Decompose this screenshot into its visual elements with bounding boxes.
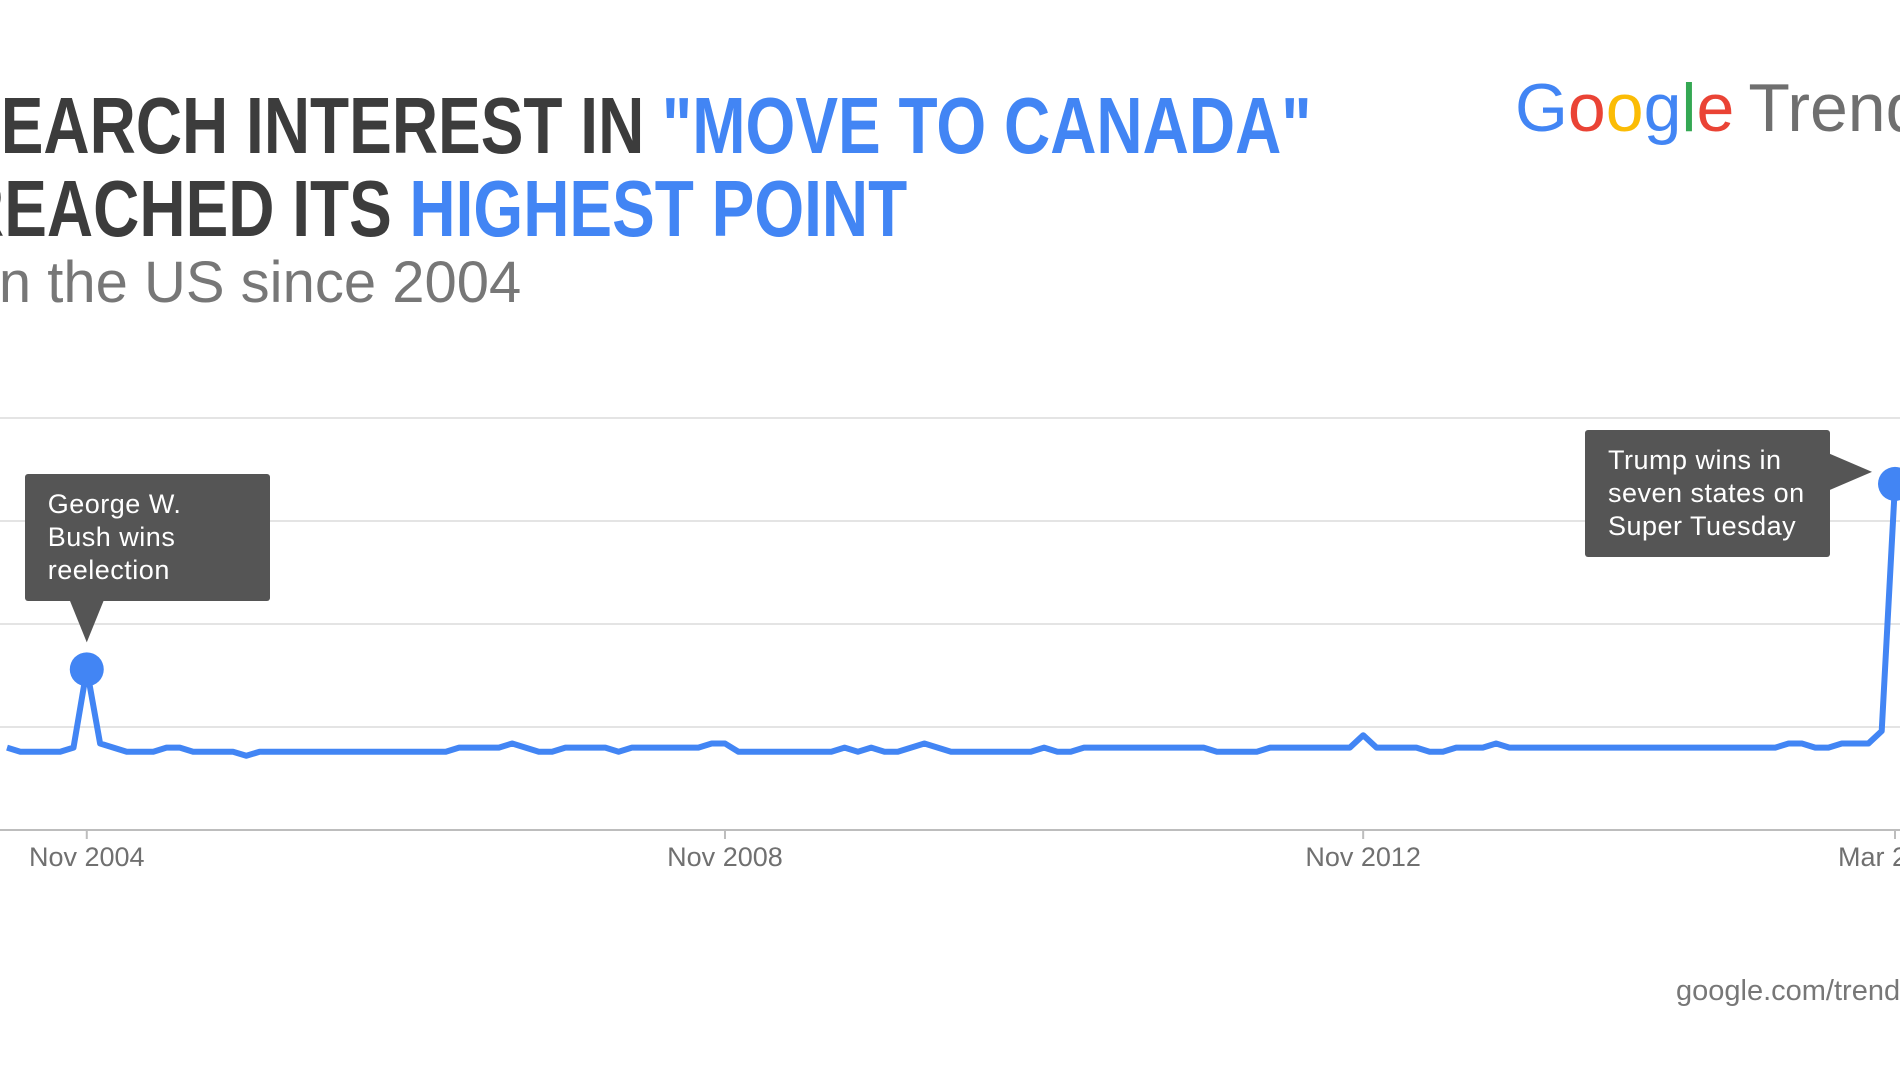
highlight-point: [1878, 466, 1900, 501]
x-tick-label: Mar 2016: [1838, 842, 1900, 872]
line: [6, 483, 1898, 759]
title-line: SEARCH INTEREST IN "MOVE TO CANADA": [0, 86, 1329, 166]
title-highlight: "MOVE TO CANADA": [661, 81, 1312, 170]
logo: GoogleTrends: [1515, 70, 1900, 146]
title-line: REACHED ITS HIGHEST POINT: [0, 169, 925, 249]
title-part: SEARCH INTEREST IN: [0, 81, 645, 170]
logo-google: Google: [1515, 70, 1734, 146]
annotation: Trump wins in seven states on Super Tues…: [1585, 429, 1830, 557]
title-part: REACHED ITS: [0, 164, 392, 253]
logo-trends: Trends: [1748, 70, 1900, 146]
annotation-pointer: [69, 600, 104, 643]
annotation: George W. Bush wins reelection: [24, 474, 270, 602]
subtitle: in the US since 2004: [0, 250, 522, 315]
source: google.com/trends: [1676, 975, 1900, 1007]
title-highlight: HIGHEST POINT: [409, 164, 908, 253]
annotation-pointer: [1830, 453, 1872, 490]
x-tick-label: Nov 2008: [667, 842, 783, 872]
x-tick-label: Nov 2012: [1305, 842, 1421, 872]
x-tick-label: Nov 2004: [29, 842, 145, 872]
highlight-point: [69, 652, 104, 687]
